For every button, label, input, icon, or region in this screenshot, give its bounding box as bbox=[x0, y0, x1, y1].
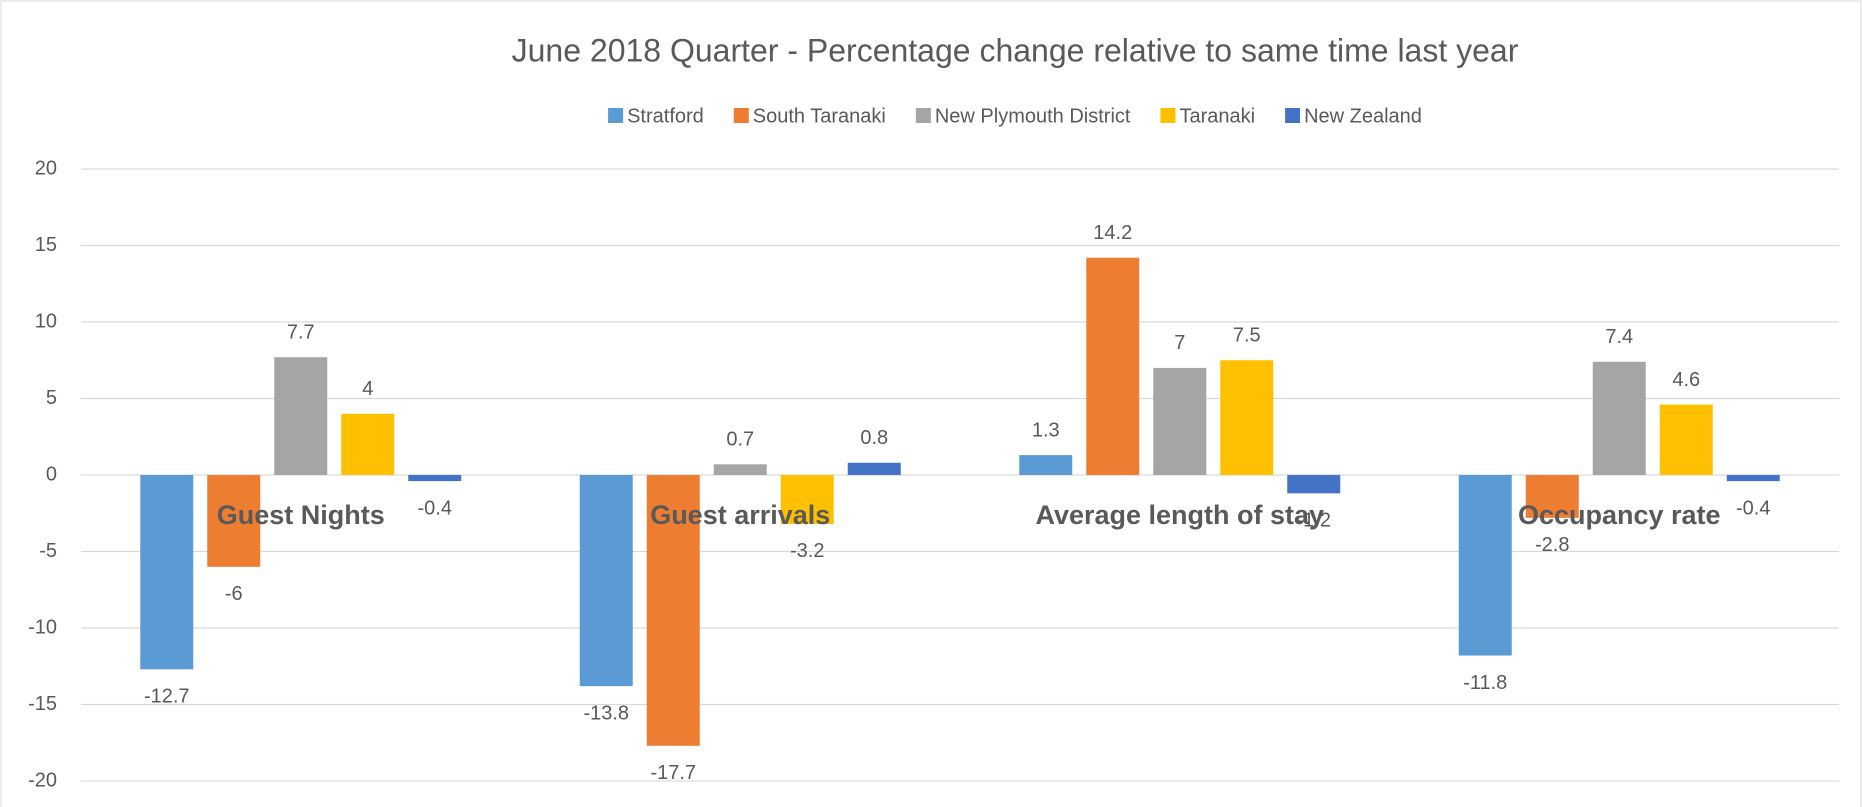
data-label: 4 bbox=[362, 378, 373, 400]
legend-label: New Zealand bbox=[1304, 105, 1422, 127]
legend-swatch bbox=[608, 108, 624, 123]
legend-label: South Taranaki bbox=[753, 105, 886, 127]
bar bbox=[1019, 455, 1073, 475]
bar bbox=[1287, 475, 1341, 494]
bar bbox=[1726, 475, 1780, 482]
bar bbox=[341, 413, 395, 475]
data-label: 1.3 bbox=[1032, 419, 1060, 441]
legend-swatch bbox=[733, 108, 749, 123]
data-label: -0.4 bbox=[418, 497, 452, 519]
bar bbox=[274, 357, 328, 475]
bar bbox=[1086, 257, 1140, 475]
data-label: 7 bbox=[1174, 332, 1185, 354]
data-label: -3.2 bbox=[790, 540, 824, 562]
y-tick-label: -10 bbox=[28, 616, 57, 638]
legend-label: Stratford bbox=[627, 105, 704, 127]
data-label: 4.6 bbox=[1672, 369, 1700, 391]
bar bbox=[207, 475, 261, 567]
chart-title: June 2018 Quarter - Percentage change re… bbox=[512, 32, 1519, 68]
data-label: -0.4 bbox=[1736, 497, 1770, 519]
bar bbox=[1592, 361, 1646, 475]
data-label: 0.7 bbox=[726, 429, 754, 451]
bar bbox=[140, 475, 194, 670]
bar bbox=[1525, 475, 1579, 518]
data-label: -17.7 bbox=[650, 762, 696, 784]
y-tick-label: 0 bbox=[46, 463, 57, 485]
bar bbox=[1659, 404, 1713, 475]
data-label: -1.2 bbox=[1297, 510, 1331, 532]
bar bbox=[408, 475, 462, 482]
bar bbox=[780, 475, 834, 524]
legend: Stratford South Taranaki New Plymouth Dist… bbox=[608, 105, 1422, 127]
bar bbox=[1458, 475, 1512, 656]
data-label: -2.8 bbox=[1535, 534, 1569, 556]
y-tick-label: -20 bbox=[28, 769, 57, 791]
y-tick-label: -15 bbox=[28, 693, 57, 715]
bar bbox=[1220, 360, 1274, 475]
data-label: -11.8 bbox=[1463, 672, 1507, 694]
legend-swatch bbox=[1285, 108, 1301, 123]
category-label: Guest arrivals bbox=[650, 500, 830, 530]
bar bbox=[847, 462, 901, 475]
category-label: Guest Nights bbox=[217, 500, 385, 530]
y-tick-label: 15 bbox=[35, 234, 57, 256]
y-tick-label: -5 bbox=[39, 540, 57, 562]
y-tick-label: 10 bbox=[35, 310, 57, 332]
y-tick-label: 20 bbox=[35, 157, 57, 179]
category-label: Average length of stay bbox=[1035, 500, 1324, 530]
legend-swatch bbox=[1160, 108, 1176, 123]
data-label: -13.8 bbox=[583, 702, 629, 724]
data-label: 7.5 bbox=[1233, 325, 1261, 347]
data-label: -12.7 bbox=[144, 686, 190, 708]
data-label: 7.7 bbox=[287, 321, 315, 343]
y-tick-label: 5 bbox=[46, 387, 57, 409]
bar bbox=[713, 464, 767, 475]
data-label: -6 bbox=[225, 583, 243, 605]
bar bbox=[1153, 367, 1207, 475]
data-label: 14.2 bbox=[1093, 222, 1132, 244]
legend-label: Taranaki bbox=[1179, 105, 1255, 127]
category-label: Occupancy rate bbox=[1518, 500, 1721, 530]
bar bbox=[646, 475, 700, 746]
legend-label: New Plymouth District bbox=[935, 105, 1131, 127]
data-label: 7.4 bbox=[1605, 326, 1633, 348]
data-label: 0.8 bbox=[860, 427, 888, 449]
bar bbox=[579, 475, 633, 687]
legend-swatch bbox=[915, 108, 931, 123]
